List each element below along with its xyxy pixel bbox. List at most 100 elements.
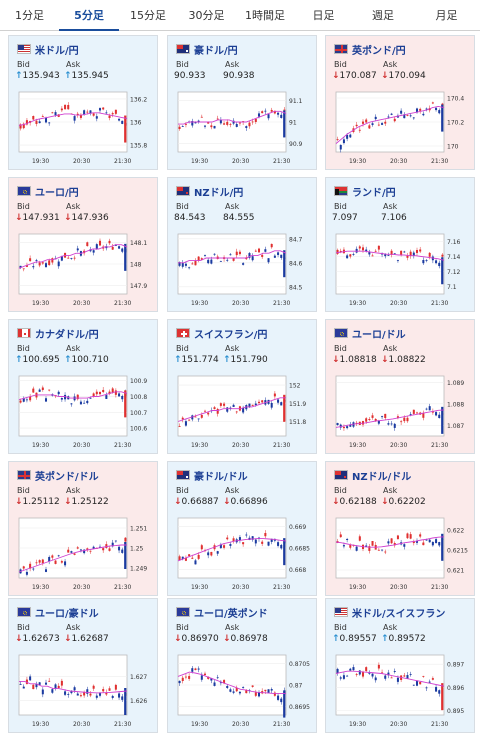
mini-chart[interactable]: 91.1 91 90.9 19:30 20:30 21:30 [176, 88, 310, 168]
candle-body [41, 387, 44, 390]
candle-body [346, 134, 349, 139]
rate-card[interactable]: ユーロ/豪ドル Bid Ask ↓1.62673 ↓1.62687 1.627 1.626 1… [8, 598, 158, 733]
candle-body [283, 394, 286, 422]
y-tick-label: 1.249 [130, 566, 147, 573]
ask-label: Ask [225, 344, 240, 353]
candle-body [336, 249, 339, 254]
pair-title-link[interactable]: ユーロ/英ポンド [194, 608, 268, 620]
tab-0[interactable]: 1分足 [15, 9, 44, 22]
pair-title-link[interactable]: ランド/円 [352, 187, 396, 199]
pair-title-link[interactable]: ユーロ/円 [35, 187, 79, 199]
pair-title-link[interactable]: 豪ドル/円 [194, 45, 238, 57]
bid-label: Bid [334, 623, 347, 632]
tab-6[interactable]: 週足 [372, 9, 394, 22]
candle-body [390, 250, 393, 255]
pair-title-link[interactable]: スイスフラン/円 [194, 329, 268, 341]
mini-chart[interactable]: 0.897 0.896 0.895 19:30 20:30 21:30 [334, 651, 468, 731]
pair-title-link[interactable]: 豪ドル/ドル [194, 471, 248, 483]
rate-card[interactable]: 英ポンド/ドル Bid Ask ↓1.25112 ↓1.25122 1.251 1.25 1.… [8, 461, 158, 596]
rate-card[interactable]: スイスフラン/円 Bid Ask ↑151.774 ↑151.790 152 151.9 15… [167, 319, 317, 454]
mini-chart[interactable]: 0.622 0.6215 0.621 19:30 20:30 21:30 [334, 514, 468, 594]
rate-card[interactable]: ランド/円 Bid Ask 7.097 7.106 7.16 7.14 7.12 7.1 19:3… [325, 177, 475, 312]
candle-body [425, 539, 428, 541]
x-tick-label: 21:30 [431, 300, 448, 307]
rate-card[interactable]: カナダドル/円 Bid Ask ↑100.695 ↑100.710 100.9 100.8 1… [8, 319, 158, 454]
mini-chart[interactable]: 152 151.9 151.8 19:30 20:30 21:30 [176, 372, 310, 452]
rate-card[interactable]: 米ドル/円 Bid Ask ↑135.943 ↑135.945 136.2 136 135.8… [8, 35, 158, 170]
pair-title-link[interactable]: 英ポンド/ドル [35, 471, 99, 483]
ask-price: 1.08822 [388, 355, 426, 365]
mini-chart[interactable]: 1.627 1.626 19:30 20:30 21:30 [17, 651, 151, 731]
pair-title-link[interactable]: NZドル/ドル [352, 471, 412, 483]
tab-4[interactable]: 1時間足 [245, 9, 285, 22]
mini-chart[interactable]: 100.9 100.8 100.7 100.6 19:30 20:30 21:30 [17, 372, 151, 452]
candle-body [213, 253, 216, 255]
bid-value: ↓0.62188 [332, 497, 377, 507]
up-arrow-icon: ↑ [174, 355, 182, 365]
moving-average-line [177, 538, 287, 562]
bid-price: 84.543 [174, 213, 206, 223]
candle-body [349, 545, 352, 548]
mini-chart[interactable]: 136.2 136 135.8 19:30 20:30 21:30 [17, 88, 151, 168]
candle-body [342, 139, 345, 144]
rate-card[interactable]: ユーロ/英ポンド Bid Ask ↓0.86970 ↓0.86978 0.8705 0.87… [167, 598, 317, 733]
tab-3[interactable]: 30分足 [188, 9, 225, 22]
mini-chart[interactable]: 1.251 1.25 1.249 19:30 20:30 21:30 [17, 514, 151, 594]
candle-body [48, 260, 51, 266]
mini-chart[interactable]: 84.7 84.6 84.5 19:30 20:30 21:30 [176, 230, 310, 310]
candle-body [83, 110, 86, 115]
candle-body [277, 112, 280, 115]
candle-body [95, 391, 98, 395]
candle-body [207, 412, 210, 415]
candle-body [57, 114, 60, 117]
bid-price: 90.933 [174, 71, 206, 81]
pair-title-link[interactable]: ユーロ/ドル [352, 329, 406, 341]
candle-body [60, 255, 63, 261]
candle-body [267, 114, 270, 119]
plot-area [18, 654, 128, 716]
timeframe-tabs: 1分足 5分足 15分足 30分足 1時間足 日足 週足 月足 [0, 0, 480, 31]
candle-body [381, 416, 384, 418]
tab-7[interactable]: 月足 [435, 9, 458, 22]
tab-1[interactable]: 5分足 [59, 0, 119, 31]
candle-body [216, 118, 219, 120]
tab-2[interactable]: 15分足 [130, 9, 166, 22]
moving-average-line [335, 250, 445, 261]
candle-body [19, 400, 22, 403]
ask-value: ↓1.08822 [381, 355, 426, 365]
pair-title-link[interactable]: 米ドル/スイスフラン [352, 608, 446, 620]
rate-card[interactable]: NZドル/円 Bid Ask 84.543 84.555 84.7 84.6 84.5 19:3… [167, 177, 317, 312]
pair-title-link[interactable]: カナダドル/円 [35, 329, 99, 341]
candle-body [210, 551, 213, 556]
pair-title-link[interactable]: ユーロ/豪ドル [35, 608, 99, 620]
pair-title-link[interactable]: 米ドル/円 [35, 45, 79, 57]
mini-chart[interactable]: 1.089 1.088 1.087 19:30 20:30 21:30 [334, 372, 468, 452]
mini-chart[interactable]: 7.16 7.14 7.12 7.1 19:30 20:30 21:30 [334, 230, 468, 310]
pair-title-link[interactable]: 英ポンド/円 [352, 45, 406, 57]
down-arrow-icon: ↓ [332, 355, 340, 365]
candle-body [184, 124, 187, 125]
tab-5[interactable]: 日足 [312, 9, 335, 22]
rate-card[interactable]: ユーロ/ドル Bid Ask ↓1.08818 ↓1.08822 1.089 1.088 1.… [325, 319, 475, 454]
candle-body [200, 414, 203, 418]
candle-body [441, 406, 444, 434]
ask-price: 1.62687 [71, 634, 109, 644]
rate-card[interactable]: 豪ドル/円 Bid Ask 90.933 90.938 91.1 91 90.9 19:30 20… [167, 35, 317, 170]
rate-card[interactable]: 豪ドル/ドル Bid Ask ↓0.66887 ↓0.66896 0.669 0.6685 0… [167, 461, 317, 596]
rate-card[interactable]: ユーロ/円 Bid Ask ↓147.931 ↓147.936 148.1 148 147.9… [8, 177, 158, 312]
rate-card[interactable]: 米ドル/スイスフラン Bid Ask ↑0.89557 ↑0.89572 0.897 0.8… [325, 598, 475, 733]
mini-chart[interactable]: 0.669 0.6685 0.668 19:30 20:30 21:30 [176, 514, 310, 594]
card-header: カナダドル/円 [17, 326, 99, 341]
pair-title-link[interactable]: NZドル/円 [194, 187, 244, 199]
mini-chart[interactable]: 170.4 170.2 170 19:30 20:30 21:30 [334, 88, 468, 168]
mini-chart[interactable]: 0.8705 0.87 0.8695 19:30 20:30 21:30 [176, 651, 310, 731]
chart-svg: 0.669 0.6685 0.668 19:30 20:30 21:30 [177, 517, 310, 591]
rate-card[interactable]: 英ポンド/円 Bid Ask ↓170.087 ↓170.094 170.4 170.2 17… [325, 35, 475, 170]
candle-body [232, 538, 235, 542]
candle-body [400, 250, 403, 255]
mini-chart[interactable]: 148.1 148 147.9 19:30 20:30 21:30 [17, 230, 151, 310]
card-header: NZドル/円 [176, 184, 244, 199]
candle-body [361, 247, 365, 251]
rate-card[interactable]: NZドル/ドル Bid Ask ↓0.62188 ↓0.62202 0.622 0.6215… [325, 461, 475, 596]
candle-body [22, 123, 25, 129]
